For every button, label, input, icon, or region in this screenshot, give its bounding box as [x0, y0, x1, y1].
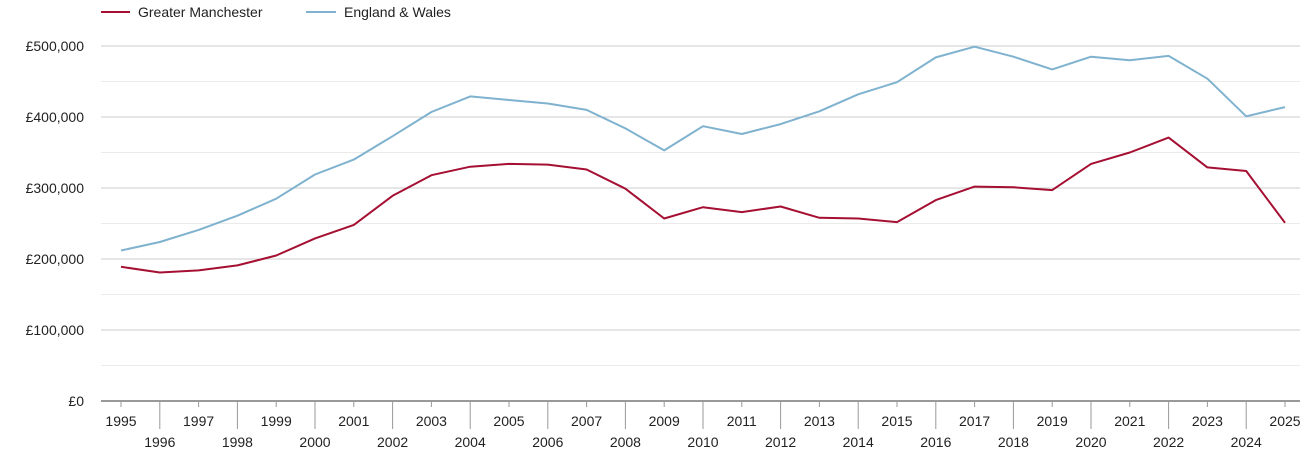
x-tick-label: 1996 [144, 434, 175, 450]
x-tick-label: 2001 [338, 413, 369, 429]
x-tick-label: 1995 [105, 413, 136, 429]
x-tick-label: 2002 [377, 434, 408, 450]
x-tick-label: 2016 [920, 434, 951, 450]
x-tick-label: 2011 [727, 413, 757, 429]
x-tick-label: 2025 [1269, 413, 1300, 429]
x-tick-label: 1997 [183, 413, 214, 429]
x-tick-label: 2013 [804, 413, 835, 429]
x-tick-label: 2005 [493, 413, 524, 429]
x-tick-label: 2022 [1153, 434, 1184, 450]
x-tick-label: 2024 [1231, 434, 1262, 450]
legend-label-england-wales: England & Wales [344, 4, 451, 20]
grid [101, 45, 1300, 366]
y-tick-label: £300,000 [26, 180, 85, 196]
legend-label-greater-manchester: Greater Manchester [138, 4, 263, 20]
x-axis: 1995 1996 1997 1998 1999 2000 2001 2002 2003 2004… [101, 400, 1301, 450]
y-tick-label: £200,000 [26, 251, 85, 267]
x-tick-label: 2004 [455, 434, 486, 450]
y-tick-label: £100,000 [26, 322, 85, 338]
x-tick-label: 2017 [959, 413, 990, 429]
y-tick-label: £500,000 [26, 38, 85, 54]
y-axis: £0 £100,000 £200,000 £300,000 £400,000 £500,0… [26, 38, 85, 409]
x-tick-label: 2018 [998, 434, 1029, 450]
x-tick-label: 2014 [843, 434, 874, 450]
x-tick-label: 2000 [299, 434, 330, 450]
x-tick-label: 1998 [222, 434, 253, 450]
y-tick-label: £0 [68, 393, 84, 409]
y-tick-label: £400,000 [26, 109, 85, 125]
x-tick-label: 2015 [881, 413, 912, 429]
x-tick-label: 2019 [1037, 413, 1068, 429]
series-line-england-wales [120, 45, 1286, 252]
x-tick-label: 2007 [571, 413, 602, 429]
x-tick-label: 2020 [1075, 434, 1106, 450]
x-tick-label: 2023 [1192, 413, 1223, 429]
x-tick-label: 2009 [649, 413, 680, 429]
x-tick-label: 2006 [532, 434, 563, 450]
legend: Greater Manchester England & Wales [101, 4, 451, 20]
x-tick-label: 2010 [687, 434, 718, 450]
x-tick-label: 2003 [416, 413, 447, 429]
x-tick-label: 2012 [765, 434, 796, 450]
x-tick-label: 1999 [261, 413, 292, 429]
series-line-greater-manchester [120, 136, 1286, 274]
x-tick-label: 2021 [1114, 413, 1145, 429]
series [120, 45, 1286, 274]
x-tick-label: 2008 [610, 434, 641, 450]
